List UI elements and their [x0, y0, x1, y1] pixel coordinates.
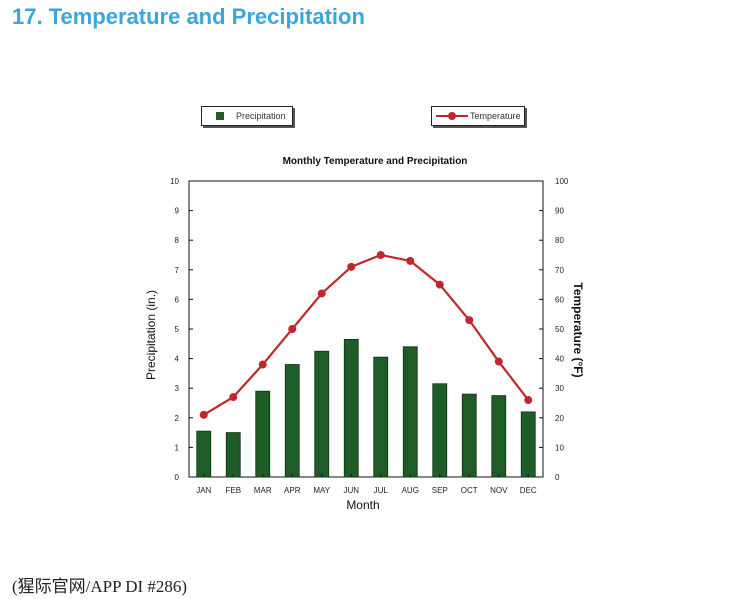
y-axis-label: Precipitation (in.): [144, 290, 158, 380]
temperature-line: [203, 253, 530, 416]
precipitation-bar: [461, 393, 477, 478]
precipitation-bar: [225, 432, 241, 478]
y2-tick-label: 0: [555, 473, 560, 482]
x-tick-label: MAY: [313, 486, 330, 495]
precipitation-bar: [402, 346, 418, 478]
precipitation-bar: [284, 364, 300, 478]
page-heading: 17. Temperature and Precipitation: [12, 4, 365, 29]
y-tick-label: 5: [175, 325, 180, 334]
y2-tick-label: 70: [555, 266, 564, 275]
plot-frame: [188, 180, 544, 478]
temperature-point: [258, 360, 267, 369]
x-tick-label: APR: [284, 486, 301, 495]
y2-tick-label: 100: [555, 177, 569, 186]
y-tick-label: 3: [175, 384, 180, 393]
y-tick-label: 4: [175, 355, 180, 364]
legend-temperature-label: Temperature: [470, 111, 521, 121]
y-tick-label: 0: [175, 473, 180, 482]
precipitation-bar: [491, 395, 507, 478]
precipitation-bar: [373, 356, 389, 478]
y-tick-label: 1: [175, 443, 180, 452]
y2-tick-label: 10: [555, 443, 564, 452]
precipitation-bar: [196, 430, 212, 478]
precipitation-bar: [520, 411, 536, 478]
legend-temperature: Temperature: [431, 106, 525, 126]
y2-tick-label: 50: [555, 325, 564, 334]
x-tick-label: JUN: [343, 486, 359, 495]
temperature-point: [199, 410, 208, 419]
x-tick-label: NOV: [490, 486, 508, 495]
y2-tick-label: 60: [555, 295, 564, 304]
footer-source-note: (猩际官网/APP DI #286): [12, 577, 188, 596]
temperature-point: [406, 256, 415, 265]
y-tick-label: 2: [175, 414, 180, 423]
y2-tick-label: 80: [555, 236, 564, 245]
y2-axis-label: Temperature (°F): [571, 282, 585, 377]
precipitation-swatch: [216, 112, 224, 120]
y-tick-label: 6: [175, 295, 180, 304]
y2-tick-label: 20: [555, 414, 564, 423]
temperature-point: [317, 289, 326, 298]
precipitation-bar: [314, 350, 330, 478]
chart-title: Monthly Temperature and Precipitation: [283, 156, 468, 167]
precipitation-bar: [432, 383, 448, 478]
temperature-point: [465, 316, 474, 325]
y2-tick-label: 30: [555, 384, 564, 393]
y2-tick-label: 40: [555, 355, 564, 364]
temperature-point: [524, 396, 533, 405]
x-tick-label: DEC: [520, 486, 537, 495]
y-tick-label: 7: [175, 266, 180, 275]
x-tick-label: MAR: [254, 486, 272, 495]
x-axis-label: Month: [346, 498, 379, 512]
x-tick-label: AUG: [402, 486, 419, 495]
x-tick-label: JUL: [374, 486, 389, 495]
temperature-point: [347, 262, 356, 271]
temperature-point: [376, 251, 385, 259]
precipitation-bar: [343, 338, 359, 478]
x-tick-label: SEP: [432, 486, 448, 495]
temperature-point: [288, 325, 297, 333]
x-tick-label: FEB: [225, 486, 241, 495]
temperature-swatch: [436, 112, 468, 120]
precipitation-bar: [255, 390, 271, 478]
legend-precipitation: Precipitation: [201, 106, 293, 126]
legend-precipitation-label: Precipitation: [236, 111, 286, 121]
x-tick-label: OCT: [461, 486, 478, 495]
temperature-point: [435, 280, 444, 289]
y-tick-label: 8: [175, 236, 180, 245]
y-tick-label: 9: [175, 207, 180, 216]
temperature-point: [494, 357, 503, 366]
y2-tick-label: 90: [555, 207, 564, 216]
temperature-point: [229, 393, 238, 402]
x-tick-label: JAN: [196, 486, 211, 495]
y-tick-label: 10: [170, 177, 179, 186]
